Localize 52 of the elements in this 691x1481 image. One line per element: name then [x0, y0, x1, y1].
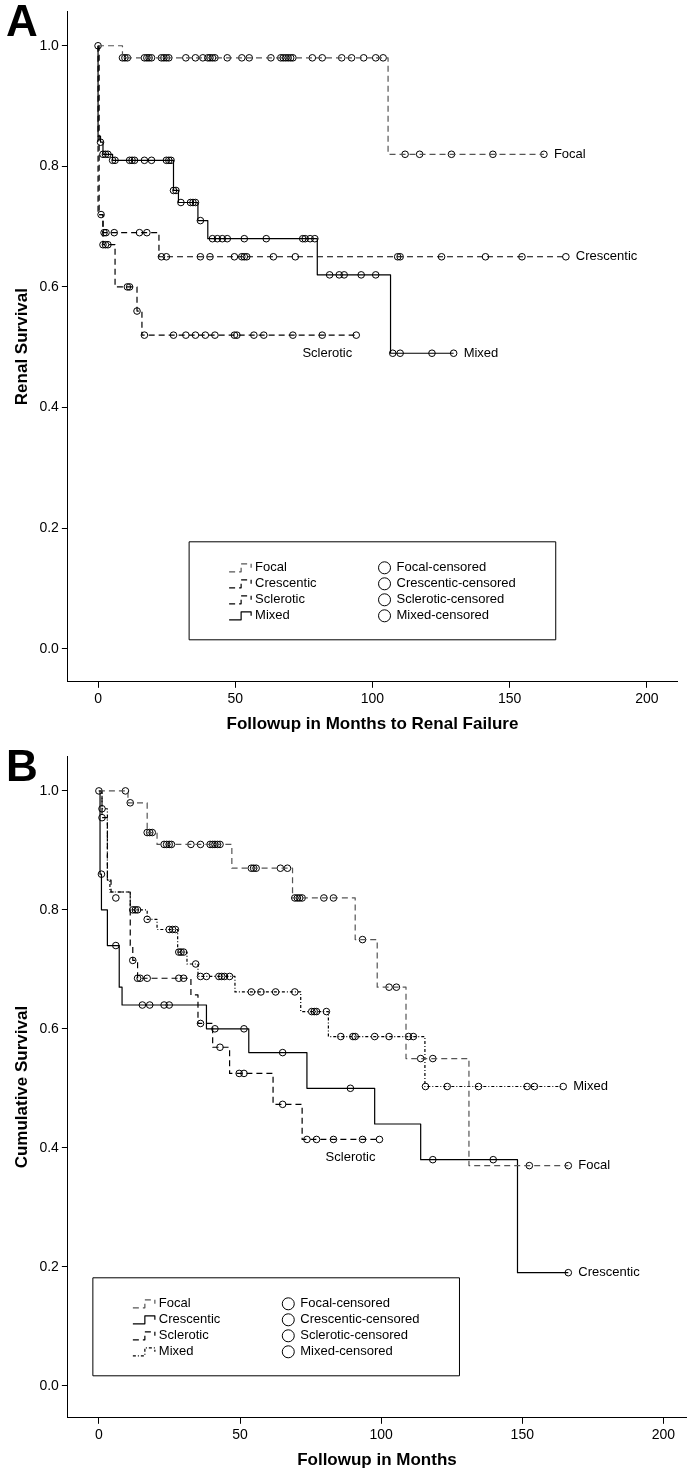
- legend-label: Focal: [255, 559, 288, 575]
- x-tick-label: 150: [510, 1426, 535, 1443]
- y-tick-label: 0.8: [39, 900, 60, 917]
- annotation: Focal: [578, 1157, 611, 1173]
- y-tick-label: 0.0: [39, 639, 60, 656]
- x-tick-label: 200: [651, 1426, 676, 1443]
- y-tick-label: 0.6: [39, 277, 60, 294]
- x-tick-label: 100: [369, 1426, 394, 1443]
- legend-label: Crescentic: [158, 1311, 221, 1327]
- y-axis-title: Renal Survival: [11, 288, 31, 406]
- x-tick-label: 150: [497, 690, 522, 707]
- annotation: Mixed: [573, 1078, 608, 1094]
- legend-label: Mixed: [158, 1343, 194, 1359]
- y-tick-label: 0.0: [39, 1376, 60, 1393]
- legend-label: Crescentic-censored: [396, 575, 516, 591]
- y-tick-label: 0.2: [39, 1257, 60, 1274]
- x-tick-label: 0: [95, 1426, 104, 1443]
- legend-label: Crescentic: [255, 575, 318, 591]
- legend-label: Focal-censored: [300, 1295, 390, 1311]
- y-tick-label: 0.4: [39, 398, 60, 415]
- y-tick-label: 0.8: [39, 157, 60, 174]
- y-tick-label: 0.2: [39, 518, 60, 535]
- legend-label: Sclerotic-censored: [300, 1327, 408, 1343]
- annotation: Crescentic: [575, 248, 638, 264]
- x-tick-label: 100: [360, 690, 385, 707]
- annotation: Sclerotic: [302, 344, 353, 360]
- annotation: Sclerotic: [325, 1149, 376, 1165]
- annotation: Focal: [553, 145, 586, 161]
- legend-label: Sclerotic: [255, 591, 306, 607]
- legend-label: Mixed-censored: [300, 1343, 393, 1359]
- y-tick-label: 0.6: [39, 1019, 60, 1036]
- chart-title: B: [6, 741, 38, 791]
- x-tick-label: 50: [232, 1426, 249, 1443]
- x-axis-title: Followup in Months to Renal Failure: [226, 714, 519, 734]
- legend-label: Focal: [158, 1295, 191, 1311]
- y-tick-label: 1.0: [39, 36, 60, 53]
- y-tick-label: 1.0: [39, 781, 60, 798]
- x-tick-label: 50: [227, 690, 244, 707]
- x-axis-title: Followup in Months: [297, 1450, 457, 1470]
- legend-label: Focal-censored: [396, 559, 487, 575]
- annotation: Crescentic: [578, 1264, 641, 1280]
- legend-label: Crescentic-censored: [300, 1311, 420, 1327]
- annotation: Mixed: [463, 344, 499, 360]
- legend-label: Sclerotic-censored: [396, 591, 505, 607]
- legend-label: Mixed: [255, 607, 290, 623]
- y-tick-label: 0.4: [39, 1138, 60, 1155]
- x-tick-label: 200: [635, 690, 659, 707]
- chart-title: A: [6, 0, 38, 46]
- legend-label: Mixed-censored: [396, 607, 490, 623]
- x-tick-label: 0: [94, 690, 103, 707]
- y-axis-title: Cumulative Survival: [11, 1005, 31, 1169]
- legend-label: Sclerotic: [158, 1327, 210, 1343]
